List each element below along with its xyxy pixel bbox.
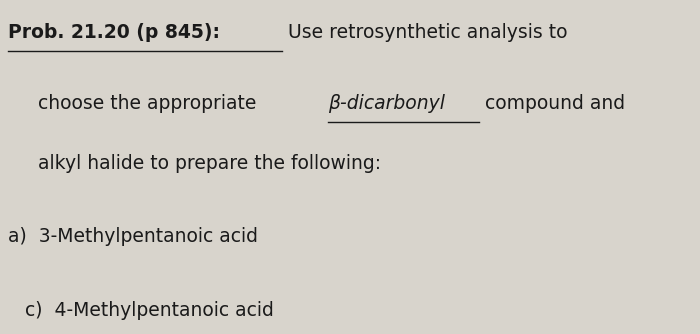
Text: c)  4-Methylpentanoic acid: c) 4-Methylpentanoic acid bbox=[25, 301, 274, 320]
Text: Prob. 21.20 (p 845):: Prob. 21.20 (p 845): bbox=[8, 23, 220, 42]
Text: choose the appropriate: choose the appropriate bbox=[38, 94, 263, 113]
Text: compound and: compound and bbox=[479, 94, 625, 113]
Text: alkyl halide to prepare the following:: alkyl halide to prepare the following: bbox=[38, 154, 382, 173]
Text: β-dicarbonyl: β-dicarbonyl bbox=[328, 94, 445, 113]
Text: a)  3-Methylpentanoic acid: a) 3-Methylpentanoic acid bbox=[8, 227, 258, 246]
Text: Use retrosynthetic analysis to: Use retrosynthetic analysis to bbox=[282, 23, 568, 42]
